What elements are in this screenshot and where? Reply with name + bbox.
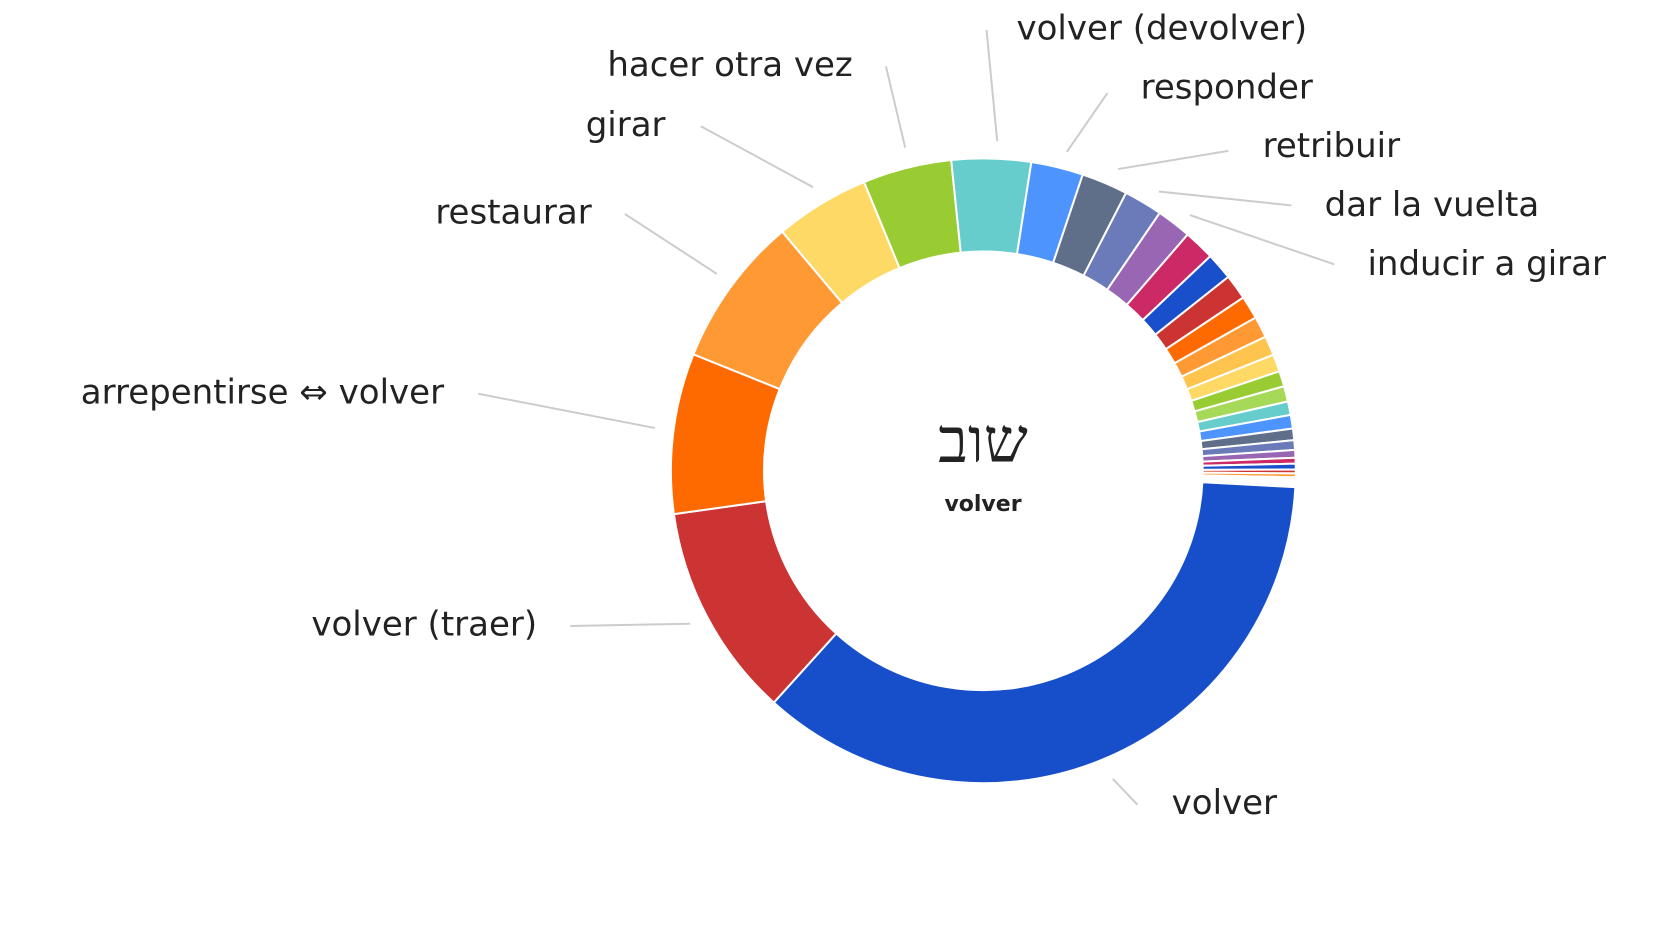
leader-line [985,29,999,142]
leader-line [570,622,691,627]
leader-line [1189,214,1335,266]
slice-label: responder [1141,67,1313,107]
slice-label: inducir a girar [1367,244,1606,284]
slice-label: girar [586,105,666,145]
slice-label: retribuir [1263,126,1400,166]
leader-line [624,213,718,275]
leader-line [700,125,814,189]
leader-line [1117,149,1229,171]
slice [1201,475,1297,483]
center-title: שוב [938,404,1028,477]
slice-label: restaurar [435,193,591,233]
center-subtitle: volver [944,492,1021,517]
slice-label: arrepentirse ⇔ volver [81,372,444,412]
slice-label: dar la vuelta [1325,185,1540,225]
slice [772,481,1297,785]
leader-line [1158,190,1292,207]
leader-line [1065,92,1109,153]
leader-line [478,392,656,429]
slice-label: volver (devolver) [1017,8,1308,48]
slice-label: volver [1172,783,1277,823]
slice-label: hacer otra vez [607,45,852,85]
slice-label: volver (traer) [311,604,537,644]
leader-line [884,66,907,148]
leader-line [1112,778,1139,806]
